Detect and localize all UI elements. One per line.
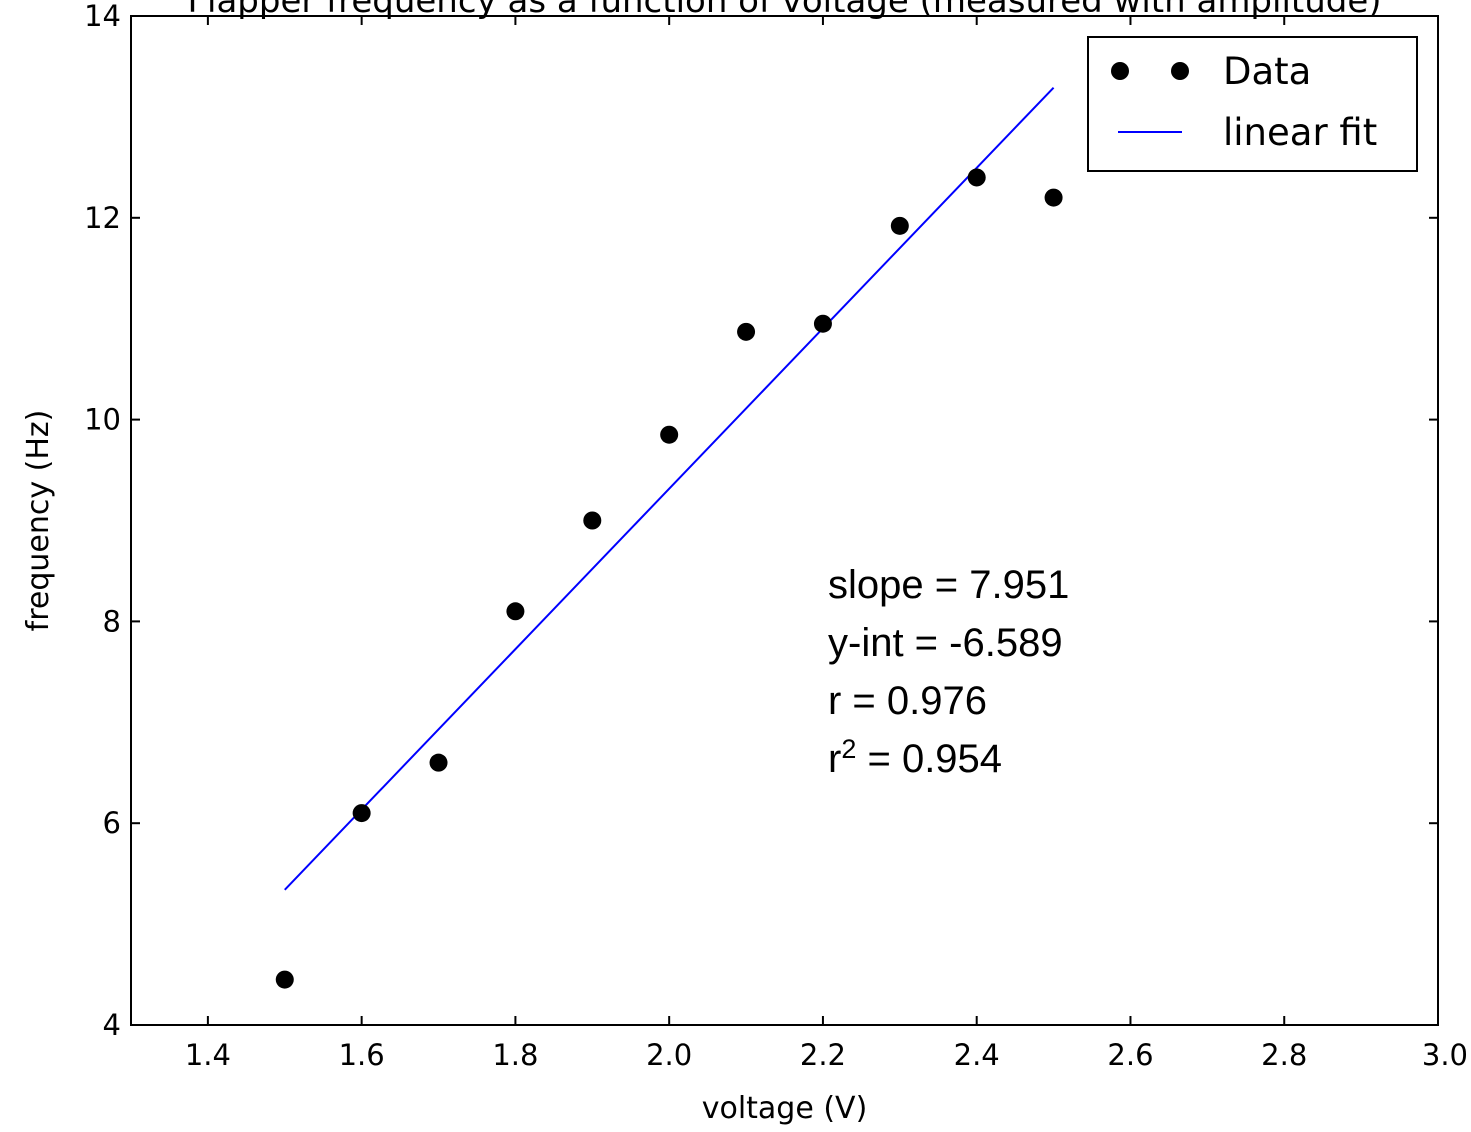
annotation-slope: slope = 7.951 (828, 563, 1069, 607)
x-tick-label: 2.0 (646, 1038, 692, 1072)
y-tick-label: 12 (84, 201, 121, 235)
x-tick-label: 1.8 (492, 1038, 538, 1072)
y-tick-label: 6 (103, 806, 121, 840)
y-axis: 4 6 8 10 12 14 (84, 0, 1438, 1042)
legend-label: Data (1223, 50, 1311, 93)
data-point (583, 511, 602, 530)
x-tick-label: 1.6 (339, 1038, 385, 1072)
data-point (1044, 188, 1063, 207)
data-point (890, 216, 909, 235)
legend-box (1087, 36, 1418, 172)
legend-label: linear fit (1223, 111, 1377, 154)
x-axis-label: voltage (V) (702, 1091, 868, 1126)
annotation-r: r = 0.976 (828, 679, 987, 723)
data-point (275, 970, 294, 989)
legend: Data linear fit (1087, 36, 1418, 172)
plot-area (130, 15, 1439, 1026)
data-point (352, 804, 371, 823)
data-point (429, 753, 448, 772)
chart-title: Flapper frequency as a function of volta… (187, 0, 1381, 21)
y-tick-label: 8 (103, 604, 121, 638)
data-point (813, 314, 832, 333)
x-tick-label: 2.8 (1261, 1038, 1307, 1072)
y-tick-label: 10 (84, 403, 121, 437)
data-point (967, 168, 986, 187)
x-tick-label: 2.6 (1107, 1038, 1153, 1072)
fit-statistics: slope = 7.951 y-int = -6.589 r = 0.976 r2 =… (828, 563, 1069, 781)
y-axis-label: frequency (Hz) (21, 410, 56, 632)
data-point (660, 425, 679, 444)
series-layer (275, 86, 1063, 989)
annotation-yint: y-int = -6.589 (828, 621, 1063, 665)
x-tick-label: 1.4 (185, 1038, 231, 1072)
legend-marker-data (1171, 62, 1189, 80)
annotation-r2_base: r2 = 0.954 (828, 734, 1002, 781)
legend-marker-data (1111, 62, 1129, 80)
x-tick-label: 2.4 (954, 1038, 1000, 1072)
x-tick-label: 3.0 (1422, 1038, 1468, 1072)
x-axis: 1.4 1.6 1.8 2.0 2.2 2.4 2.6 2.8 3.0 (185, 16, 1468, 1072)
fit-line (284, 86, 1055, 891)
y-tick-label: 4 (103, 1008, 121, 1042)
data-point (506, 602, 525, 621)
y-tick-label: 14 (84, 0, 121, 33)
data-point (737, 322, 756, 341)
x-tick-label: 2.2 (800, 1038, 846, 1072)
